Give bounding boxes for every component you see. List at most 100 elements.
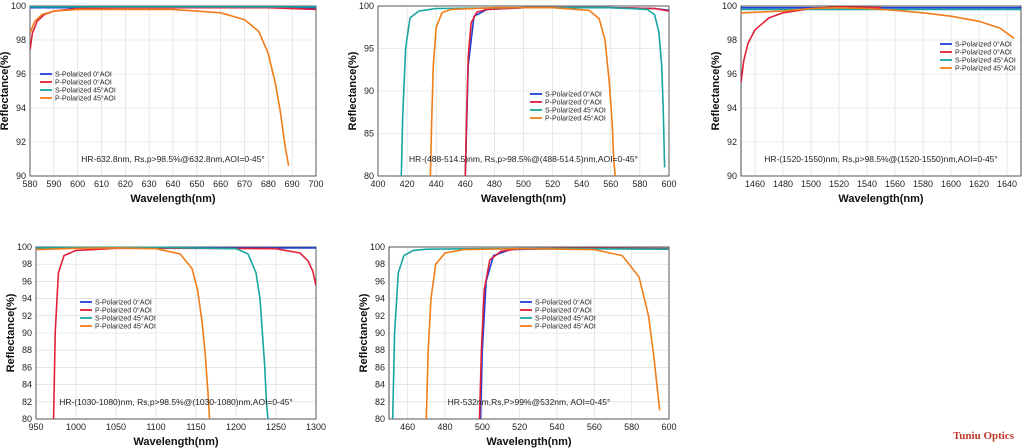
y-axis-label: Reflectance(%)	[358, 293, 370, 372]
x-tick-label: 670	[237, 179, 252, 189]
x-tick-label: 440	[429, 179, 444, 189]
y-tick-label: 92	[16, 137, 26, 147]
legend-entry: P-Polarized 45°AOI	[955, 65, 1016, 73]
legend-entry: P-Polarized 0°AOI	[535, 307, 592, 315]
x-tick-label: 1460	[745, 179, 765, 189]
x-tick-label: 560	[587, 422, 602, 432]
x-tick-label: 500	[516, 179, 531, 189]
series-line-p45	[429, 6, 616, 177]
x-tick-label: 580	[632, 179, 647, 189]
legend-entry: P-Polarized 0°AOI	[95, 307, 152, 315]
x-tick-label: 1580	[913, 179, 933, 189]
y-tick-label: 82	[22, 397, 32, 407]
plot-frame	[377, 5, 670, 177]
x-tick-label: 580	[22, 179, 37, 189]
x-tick-label: 1100	[146, 422, 165, 432]
chart-5: 460 480 500 520 540 560 580 600 80 82 84 86 88 90 92 94…	[358, 242, 677, 448]
legend-entry: P-Polarized 45°AOI	[535, 323, 596, 331]
y-tick-label: 95	[364, 44, 374, 54]
x-axis-label: Wavelength(nm)	[133, 436, 218, 448]
x-tick-label: 540	[549, 422, 564, 432]
x-axis-label: Wavelength(nm)	[838, 193, 923, 205]
series-line-p45	[30, 8, 290, 166]
y-tick-label: 100	[17, 242, 32, 252]
y-axis-label: Reflectance(%)	[710, 51, 722, 130]
y-tick-label: 80	[22, 414, 32, 424]
legend-entry: S-Polarized 0°AOI	[955, 41, 1012, 49]
legend-entry: S-Polarized 0°AOI	[535, 299, 592, 307]
x-tick-label: 650	[189, 179, 204, 189]
chart-annotation: HR-632.8nm, Rs,p>98.5%@632.8nm,AOI=0-45°	[81, 154, 265, 164]
chart-annotation: HR-532nm,Rs,P>99%@532nm, AOI=0-45°	[448, 397, 611, 407]
series-line-p45	[425, 247, 661, 420]
y-tick-label: 92	[22, 311, 32, 321]
x-axis-label: Wavelength(nm)	[481, 193, 566, 205]
legend-entry: P-Polarized 45°AOI	[55, 95, 116, 103]
y-tick-label: 100	[11, 1, 26, 11]
x-tick-label: 480	[487, 179, 502, 189]
x-tick-label: 540	[574, 179, 589, 189]
x-tick-label: 1520	[829, 179, 849, 189]
x-tick-label: 500	[475, 422, 490, 432]
legend-entry: S-Polarized 45°AOI	[95, 315, 156, 323]
y-tick-label: 84	[22, 380, 32, 390]
x-tick-label: 690	[285, 179, 300, 189]
y-axis-label: Reflectance(%)	[347, 51, 359, 130]
y-tick-label: 94	[375, 294, 385, 304]
x-tick-label: 400	[370, 179, 385, 189]
y-tick-label: 94	[22, 294, 32, 304]
legend-entry: S-Polarized 45°AOI	[955, 57, 1016, 65]
x-axis-label: Wavelength(nm)	[130, 193, 215, 205]
y-tick-label: 90	[727, 171, 737, 181]
y-tick-label: 80	[375, 414, 385, 424]
brand-logo-text: Tuniu Optics	[952, 430, 1014, 442]
x-tick-label: 1150	[186, 422, 205, 432]
y-tick-label: 96	[727, 69, 737, 79]
chart-1: 580 590 600 610 620 630 640 650 660 670 680 690 700 9…	[0, 1, 324, 205]
x-tick-label: 680	[261, 179, 276, 189]
x-tick-label: 590	[46, 179, 61, 189]
x-axis-label: Wavelength(nm)	[486, 436, 571, 448]
legend-entry: P-Polarized 45°AOI	[545, 115, 606, 123]
y-tick-label: 92	[375, 311, 385, 321]
y-tick-label: 98	[375, 259, 385, 269]
plot-frame	[388, 246, 670, 420]
legend-entry: P-Polarized 45°AOI	[95, 323, 156, 331]
x-tick-label: 1600	[941, 179, 961, 189]
y-tick-label: 98	[727, 35, 737, 45]
x-tick-label: 600	[661, 422, 676, 432]
y-tick-label: 94	[727, 103, 737, 113]
legend-entry: S-Polarized 45°AOI	[545, 107, 606, 115]
y-tick-label: 100	[722, 1, 737, 11]
x-tick-label: 460	[458, 179, 473, 189]
series-line-p45	[36, 247, 211, 420]
y-tick-label: 82	[375, 397, 385, 407]
y-tick-label: 96	[16, 69, 26, 79]
series-line-p45	[741, 6, 1015, 39]
y-tick-label: 90	[375, 328, 385, 338]
y-tick-label: 98	[22, 259, 32, 269]
x-tick-label: 1540	[857, 179, 877, 189]
x-tick-label: 600	[661, 179, 676, 189]
x-tick-label: 1200	[226, 422, 246, 432]
x-tick-label: 660	[213, 179, 228, 189]
chart-annotation: HR-(1520-1550)nm, Rs,p>98.5%@(1520-1550)…	[764, 154, 998, 164]
plot-area	[740, 5, 1022, 177]
y-axis-label: Reflectance(%)	[5, 293, 17, 372]
y-tick-label: 84	[375, 380, 385, 390]
legend-entry: S-Polarized 45°AOI	[55, 87, 116, 95]
x-tick-label: 1620	[969, 179, 989, 189]
y-tick-label: 90	[22, 328, 32, 338]
x-tick-label: 950	[28, 422, 43, 432]
chart-3: 1460 1480 1500 1520 1540 1560 1580 1600 1620 1640…	[710, 1, 1022, 205]
y-tick-label: 94	[16, 103, 26, 113]
x-tick-label: 620	[118, 179, 133, 189]
y-tick-label: 88	[22, 345, 32, 355]
x-tick-label: 630	[142, 179, 157, 189]
legend-entry: P-Polarized 0°AOI	[955, 49, 1012, 57]
x-tick-label: 1250	[266, 422, 286, 432]
chart-annotation: HR-(1030-1080)nm, Rs,p>98.5%@(1030-1080)…	[59, 397, 293, 407]
